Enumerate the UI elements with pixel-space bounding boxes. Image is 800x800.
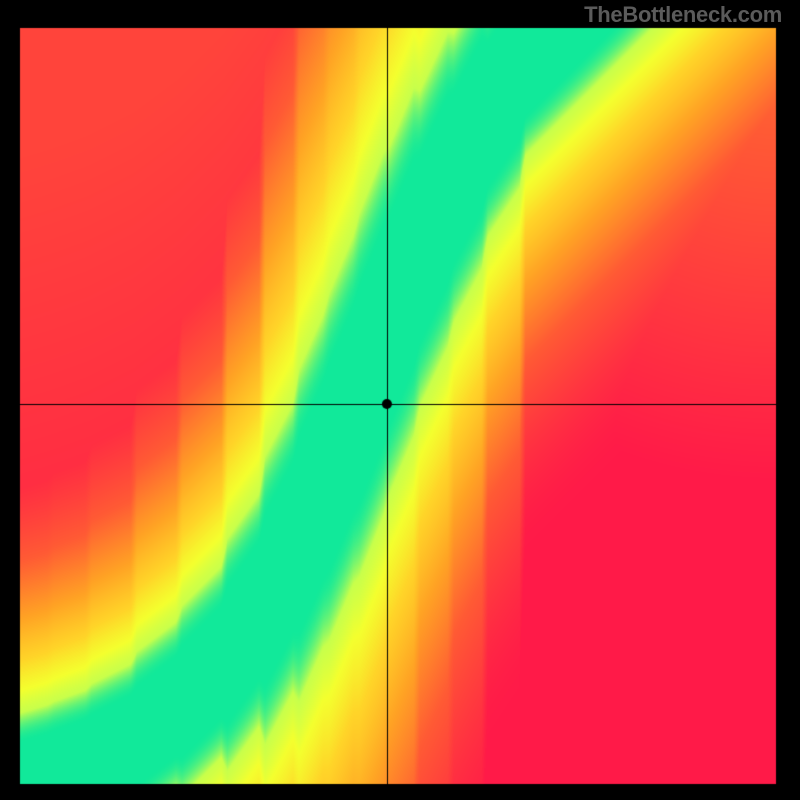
watermark-text: TheBottleneck.com xyxy=(584,2,782,28)
chart-container: TheBottleneck.com xyxy=(0,0,800,800)
heatmap-canvas xyxy=(0,0,800,800)
